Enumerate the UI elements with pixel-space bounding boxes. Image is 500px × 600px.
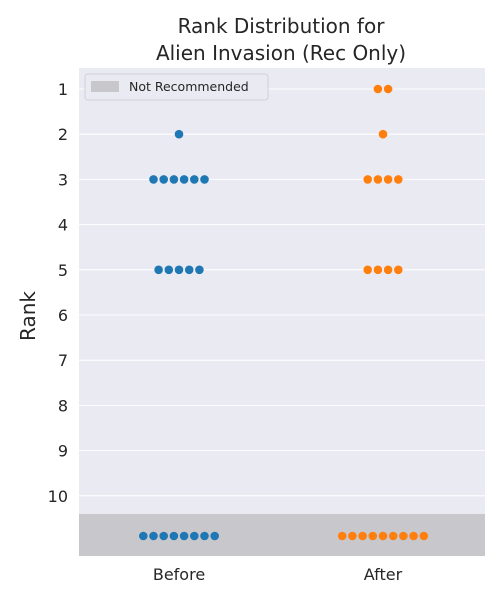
point-before-rank-11 [210,531,219,541]
x-tick-label: Before [153,565,205,584]
chart-title-line2: Alien Invasion (Rec Only) [156,41,406,65]
point-after-rank-3 [383,175,393,184]
point-before-rank-3 [190,175,199,184]
legend-swatch [91,81,119,92]
y-tick-label: 8 [58,396,68,415]
point-after-rank-5 [373,265,383,275]
point-before-rank-11 [179,531,189,541]
point-after-rank-11 [388,531,398,541]
point-before-rank-3 [169,175,179,184]
point-before-rank-5 [174,265,184,275]
y-tick-label: 7 [58,351,68,370]
point-after-rank-3 [394,175,403,184]
point-before-rank-3 [179,175,189,184]
point-before-rank-11 [200,531,209,541]
plot-area [79,68,485,556]
point-before-rank-5 [154,265,163,275]
point-before-rank-11 [159,531,168,541]
chart-title-line1: Rank Distribution for [178,14,386,38]
point-before-rank-3 [159,175,168,184]
y-tick-label: 2 [58,125,68,144]
point-after-rank-5 [363,265,373,275]
y-tick-label: 6 [58,306,68,325]
point-before-rank-11 [190,531,199,541]
x-axis-ticks: Before After [153,565,403,584]
legend: Not Recommended [84,73,269,101]
point-after-rank-1 [383,84,393,94]
y-axis-label: Rank [16,291,40,341]
legend-label: Not Recommended [129,79,249,94]
point-before-rank-3 [149,175,158,184]
point-after-rank-2 [378,129,388,139]
y-tick-label: 9 [58,442,68,461]
point-before-rank-11 [139,531,148,541]
point-after-rank-11 [368,531,378,541]
point-before-rank-5 [164,265,174,275]
point-after-rank-11 [399,531,408,541]
point-after-rank-11 [358,531,367,541]
y-tick-label: 1 [58,80,68,99]
point-after-rank-11 [378,531,388,541]
point-after-rank-5 [383,265,393,275]
point-after-rank-3 [363,175,373,184]
y-axis-ticks: 1 2 3 4 5 6 7 8 9 10 [48,80,68,506]
point-after-rank-1 [373,84,383,94]
point-before-rank-3 [200,175,209,184]
point-after-rank-11 [348,531,357,541]
point-before-rank-5 [195,265,204,275]
point-after-rank-11 [419,531,429,541]
y-tick-label: 3 [58,170,68,189]
y-tick-label: 10 [48,487,68,506]
point-before-rank-2 [174,129,184,139]
y-tick-label: 4 [58,216,68,235]
point-after-rank-3 [373,175,383,184]
x-tick-label: After [364,565,403,584]
point-before-rank-5 [184,265,194,275]
legend-box [84,73,269,101]
point-after-rank-11 [337,531,347,541]
point-before-rank-11 [149,531,158,541]
point-after-rank-11 [409,531,418,541]
point-after-rank-5 [394,265,403,275]
data-points [139,84,429,541]
gridlines [79,88,485,497]
y-tick-label: 5 [58,261,68,280]
point-before-rank-11 [169,531,179,541]
